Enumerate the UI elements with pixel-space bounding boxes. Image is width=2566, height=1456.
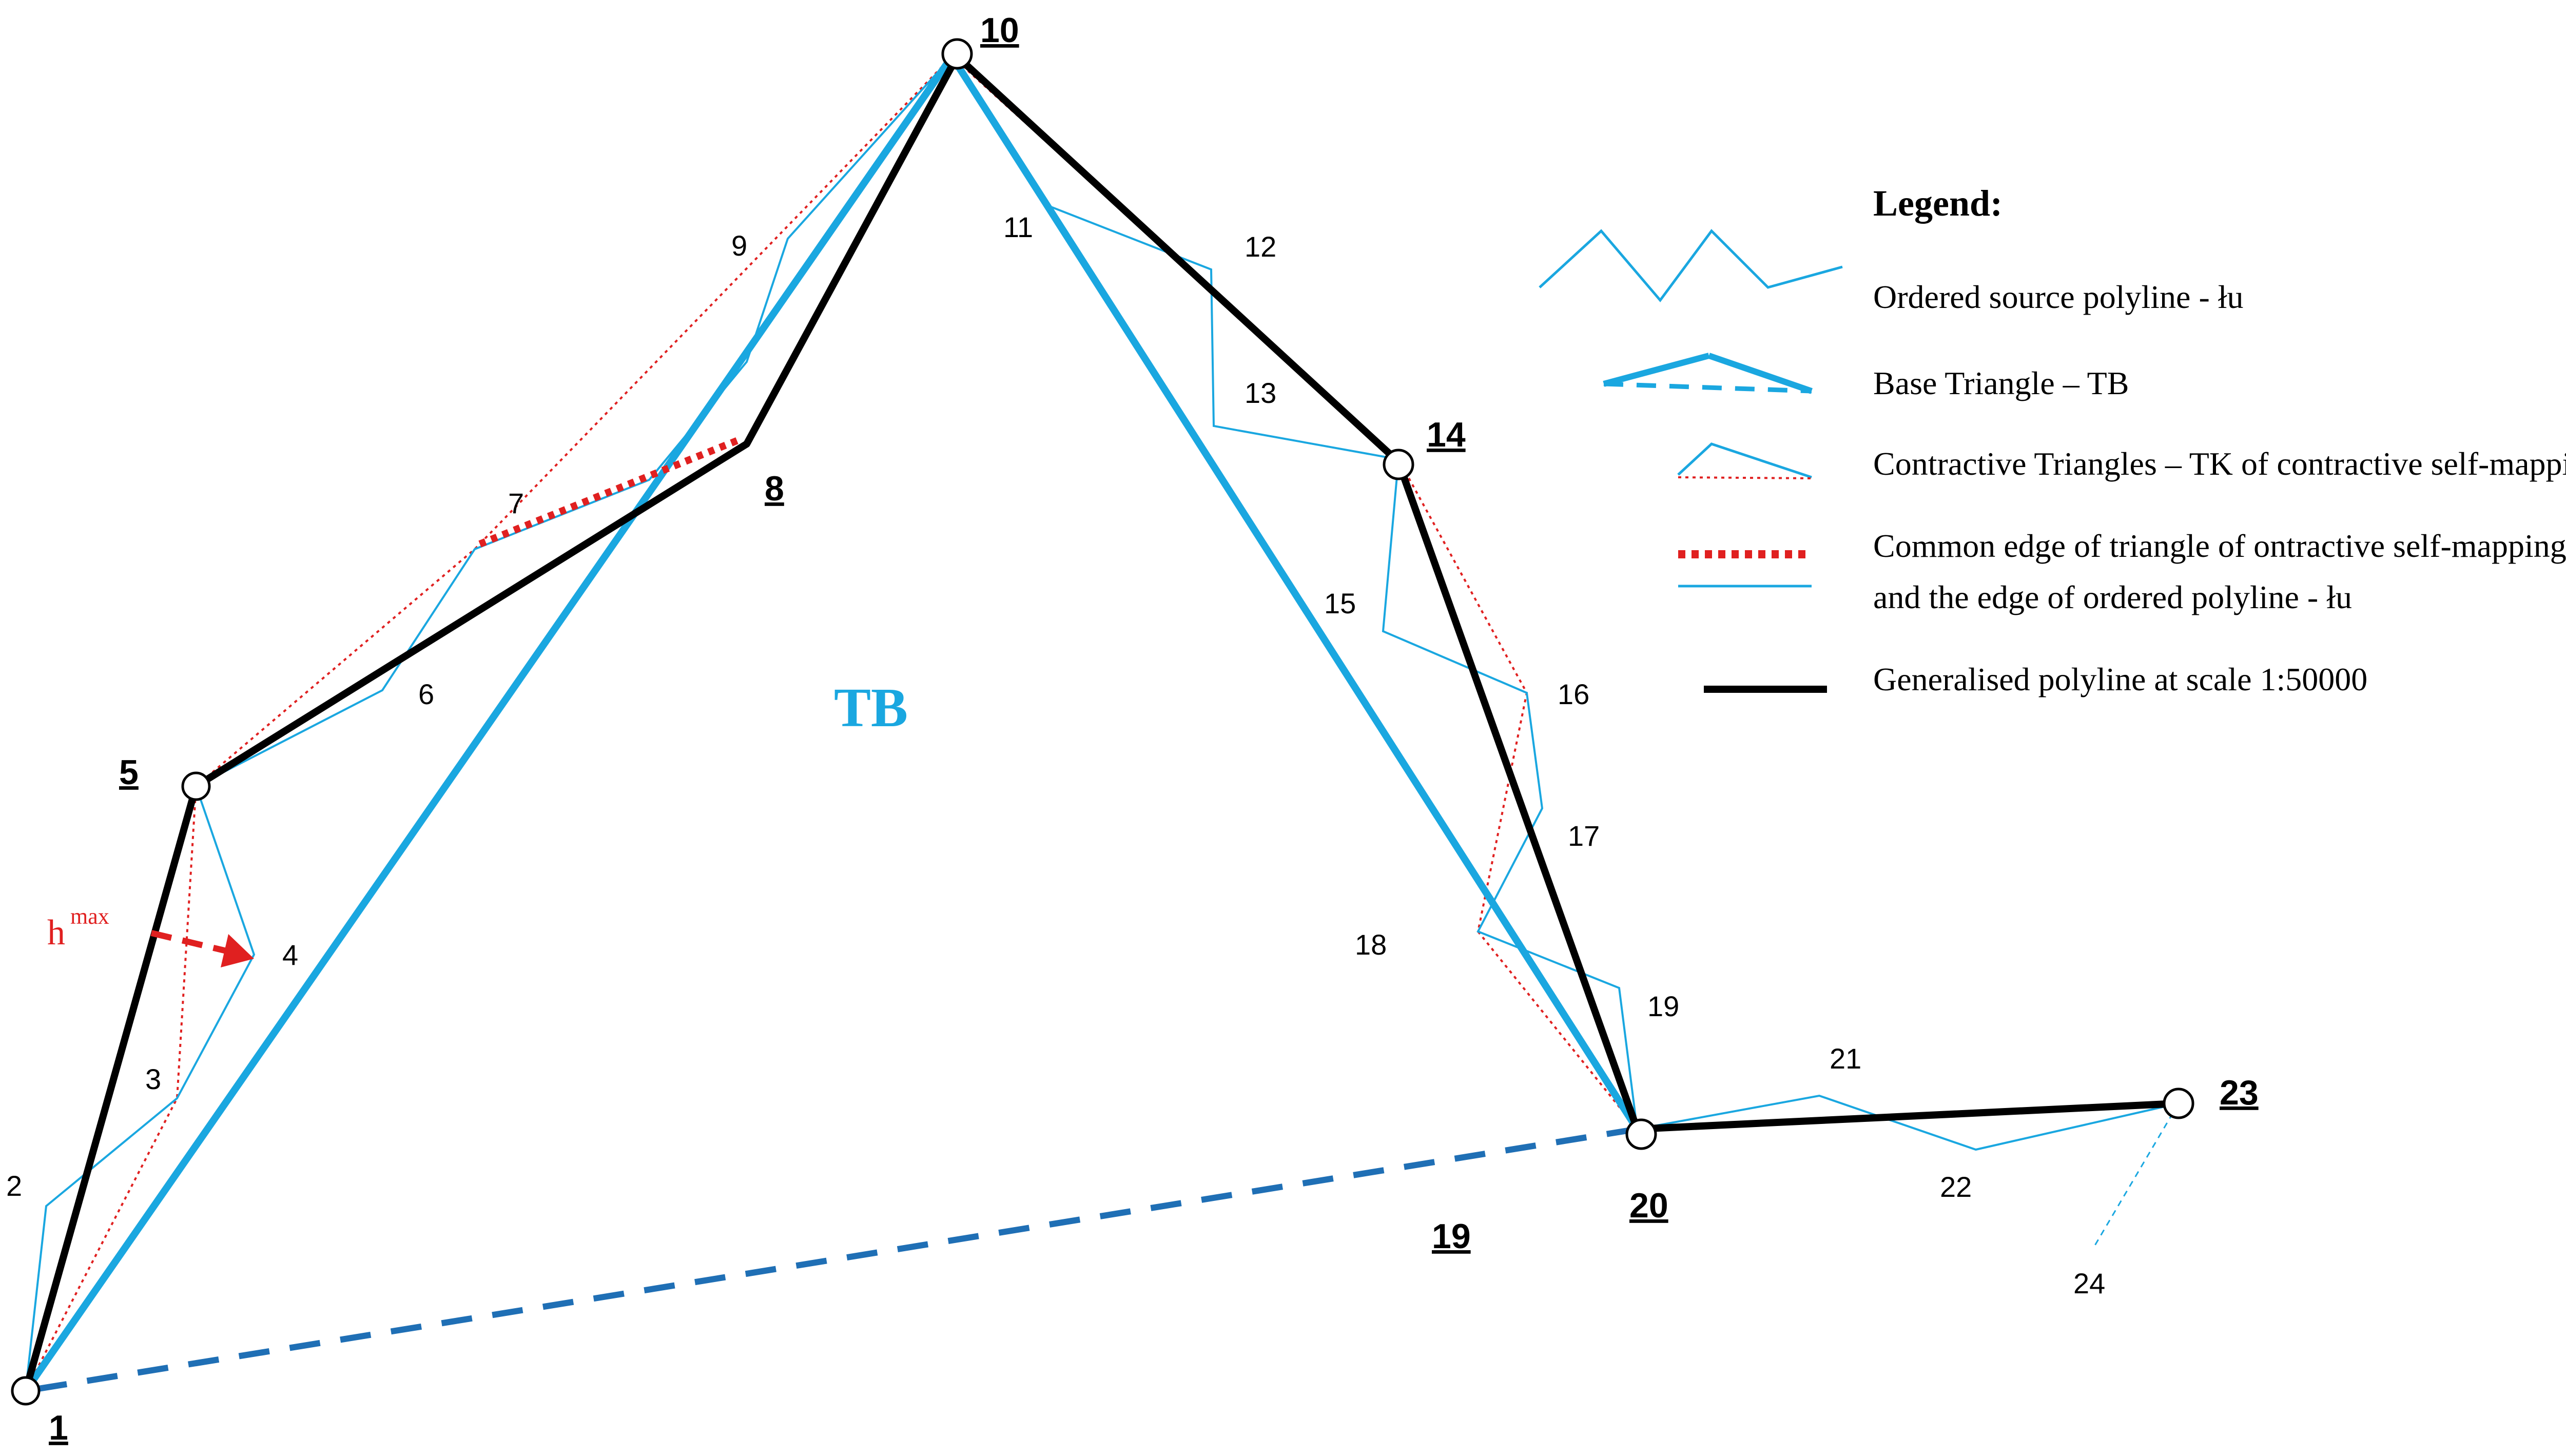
common-edge <box>478 435 743 548</box>
node-label-23: 23 <box>2220 1073 2259 1112</box>
generalised-polyline <box>22 53 2179 1392</box>
node-label-21: 21 <box>1830 1042 1861 1075</box>
legend-source-label: Ordered source polyline - łu <box>1873 279 2244 315</box>
node-label-3: 3 <box>145 1063 161 1095</box>
node-label-18: 18 <box>1355 928 1387 961</box>
legend-contractive-label: Contractive Triangles – TK of contractiv… <box>1873 445 2566 482</box>
node-label-12: 12 <box>1245 230 1276 263</box>
center-label-tb: TB <box>834 677 908 739</box>
node-label-8: 8 <box>765 469 784 508</box>
node-label-7: 7 <box>508 487 524 519</box>
node-circle-14 <box>1383 449 1414 480</box>
legend-generalised-label: Generalised polyline at scale 1:50000 <box>1873 661 2367 697</box>
base-triangle-edge-10-20 <box>949 54 1640 1131</box>
node-label-2: 2 <box>6 1170 22 1202</box>
legend-title: Legend: <box>1873 183 2003 224</box>
node-label-14: 14 <box>1427 415 1466 454</box>
node-label-4: 4 <box>282 939 298 971</box>
contractive-edge-5-10 <box>195 55 953 787</box>
contractive-edge-1-5 <box>25 786 197 1391</box>
node-label-5: 5 <box>119 753 139 792</box>
node-label-24: 24 <box>2073 1267 2105 1299</box>
node-label-15: 15 <box>1324 587 1356 619</box>
contractive-triangles <box>25 55 1638 1391</box>
node-label-6: 6 <box>418 678 434 710</box>
node-circle-5 <box>181 771 211 801</box>
node-circle-1 <box>11 1376 41 1406</box>
legend-common-label-line1: Common edge of triangle of ontractive se… <box>1873 528 2566 564</box>
node-circles <box>11 38 2194 1406</box>
legend: Legend: Ordered source polyline - łu Bas… <box>1539 183 2566 697</box>
source-polyline <box>25 54 2179 1391</box>
legend-source-icon <box>1539 229 1843 303</box>
base-triangle <box>23 54 1640 1394</box>
node-label-16: 16 <box>1558 678 1589 710</box>
node-circle-23 <box>2163 1088 2194 1119</box>
secondary-labels: 2 3 4 6 7 9 11 12 13 15 16 17 18 19 21 2… <box>6 211 2105 1299</box>
node-label-13: 13 <box>1245 377 1276 409</box>
node-label-9: 9 <box>731 229 747 262</box>
legend-common-label-line2: and the edge of ordered polyline - łu <box>1873 579 2352 615</box>
base-triangle-edge-1-10 <box>23 54 955 1393</box>
hmax-label: h max <box>47 904 109 953</box>
node-label-19: 19 <box>1647 990 1679 1022</box>
hmax-arrow <box>150 930 254 967</box>
node-label-11: 11 <box>1003 211 1033 243</box>
legend-base-label: Base Triangle – TB <box>1873 365 2129 401</box>
node-label-20: 20 <box>1629 1186 1668 1225</box>
primary-labels: 1 5 8 10 14 20 23 19 <box>49 11 2259 1447</box>
base-edge-label: 19 <box>1432 1217 1471 1256</box>
node-label-22: 22 <box>1940 1171 1972 1203</box>
node-label-10: 10 <box>980 11 1019 50</box>
contractive-edge-14-20 <box>1397 459 1638 1130</box>
legend-contractive-icon <box>1677 442 1812 479</box>
source-polyline-spur-24 <box>2093 1103 2180 1248</box>
legend-common-icon <box>1678 550 1812 588</box>
node-circle-10 <box>941 38 973 70</box>
node-label-17: 17 <box>1568 820 1600 852</box>
node-label-1: 1 <box>49 1408 68 1447</box>
legend-base-icon <box>1603 353 1813 394</box>
base-triangle-edge-20-1 <box>25 1126 1638 1394</box>
node-circle-20 <box>1625 1118 1657 1150</box>
